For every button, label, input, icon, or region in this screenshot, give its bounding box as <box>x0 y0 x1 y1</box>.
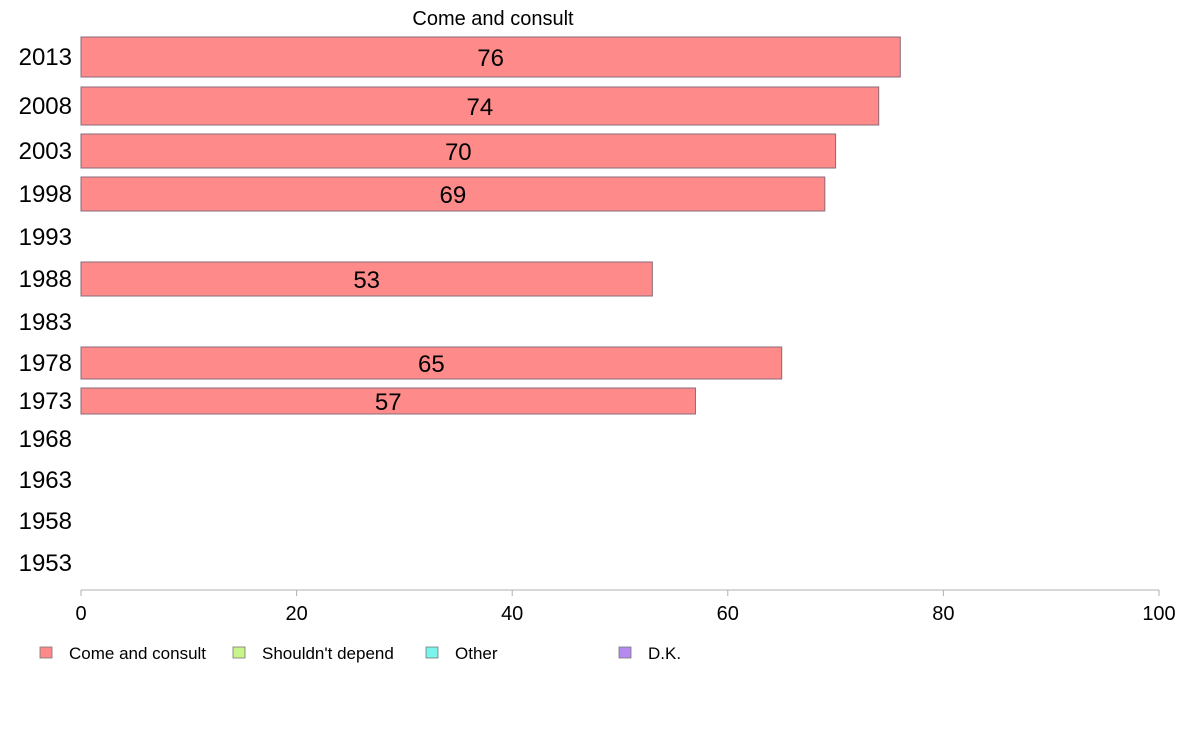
x-tick-label: 40 <box>501 603 523 625</box>
legend-swatch <box>39 646 53 659</box>
bar-value-label: 65 <box>418 351 445 378</box>
y-tick-label: 1998 <box>19 181 72 208</box>
legend: Come and consult Shouldn't depend Other D.K… <box>39 644 681 663</box>
y-tick-label: 1953 <box>19 550 72 577</box>
y-tick-label: 2013 <box>19 44 72 71</box>
x-tick-label: 0 <box>75 603 86 625</box>
legend-label: Other <box>455 644 498 663</box>
legend-swatch <box>425 646 439 659</box>
legend-label: D.K. <box>648 644 681 663</box>
x-tick-label: 80 <box>932 603 954 625</box>
y-tick-label: 1993 <box>19 224 72 251</box>
bar <box>80 133 837 169</box>
chart-title: Come and consult <box>412 8 574 30</box>
bar <box>80 86 880 126</box>
bars-group: 2013 76 2008 74 2003 70 1998 69 1993 1988 53 1983 19… <box>19 36 901 577</box>
y-tick-label: 1973 <box>19 388 72 415</box>
y-tick-label: 1978 <box>19 350 72 377</box>
y-tick-label: 2008 <box>19 93 72 120</box>
x-tick-label: 100 <box>1142 603 1175 625</box>
bar-value-label: 53 <box>353 267 380 294</box>
legend-label: Come and consult <box>69 644 206 663</box>
bar-value-label: 69 <box>440 182 467 209</box>
bar <box>80 261 653 297</box>
legend-label: Shouldn't depend <box>262 644 394 663</box>
bar <box>80 387 696 415</box>
legend-swatch <box>232 646 246 659</box>
bar <box>80 36 901 78</box>
bar-value-label: 57 <box>375 389 402 416</box>
y-tick-label: 1968 <box>19 426 72 453</box>
x-tick-label: 60 <box>717 603 739 625</box>
bar-value-label: 74 <box>467 94 494 121</box>
legend-swatch <box>618 646 632 659</box>
x-axis: 0 20 40 60 80 100 <box>75 589 1176 625</box>
y-tick-label: 1983 <box>19 309 72 336</box>
bar <box>80 346 783 380</box>
x-tick-label: 20 <box>285 603 307 625</box>
y-tick-label: 1958 <box>19 508 72 535</box>
y-tick-label: 1963 <box>19 467 72 494</box>
bar <box>80 176 826 212</box>
bar-value-label: 76 <box>477 45 504 72</box>
bar-value-label: 70 <box>445 139 472 166</box>
y-tick-label: 2003 <box>19 138 72 165</box>
y-tick-label: 1988 <box>19 266 72 293</box>
